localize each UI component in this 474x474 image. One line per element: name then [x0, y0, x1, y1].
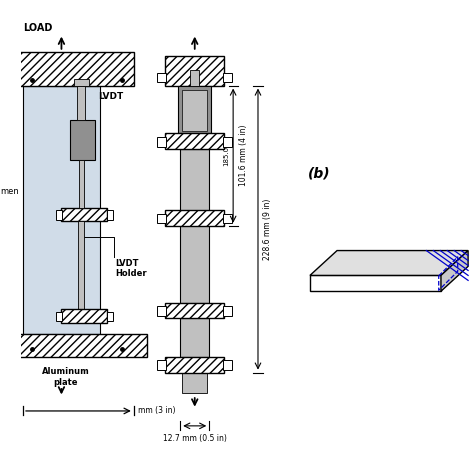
- Bar: [56, 311, 63, 321]
- Bar: [165, 210, 224, 226]
- Text: Aluminum
plate: Aluminum plate: [42, 367, 90, 387]
- Bar: [223, 213, 232, 223]
- Bar: [182, 373, 208, 393]
- Bar: [223, 360, 232, 370]
- Polygon shape: [441, 251, 468, 291]
- Bar: [74, 79, 89, 86]
- Text: (b): (b): [308, 167, 330, 181]
- Bar: [23, 86, 100, 334]
- Bar: [178, 86, 211, 133]
- Bar: [157, 213, 166, 223]
- Bar: [79, 160, 84, 208]
- Bar: [165, 302, 224, 319]
- Bar: [62, 208, 107, 221]
- Bar: [180, 149, 209, 302]
- Bar: [190, 70, 199, 86]
- Bar: [56, 210, 63, 220]
- Text: LVDT: LVDT: [99, 92, 124, 101]
- Text: 12.7 mm (0.5 in): 12.7 mm (0.5 in): [163, 434, 227, 443]
- Bar: [157, 73, 166, 82]
- Bar: [180, 319, 209, 357]
- Bar: [165, 56, 224, 86]
- Bar: [157, 360, 166, 370]
- Text: mm (3 in): mm (3 in): [138, 407, 176, 415]
- Bar: [107, 311, 113, 321]
- Polygon shape: [310, 275, 441, 291]
- Bar: [182, 90, 208, 131]
- Polygon shape: [310, 251, 468, 275]
- Bar: [78, 221, 84, 310]
- Text: 228.6 mm (9 in): 228.6 mm (9 in): [264, 199, 273, 260]
- Bar: [71, 119, 95, 160]
- Bar: [157, 306, 166, 316]
- Bar: [223, 137, 232, 146]
- Text: LVDT
Holder: LVDT Holder: [115, 259, 146, 278]
- Bar: [165, 357, 224, 373]
- Bar: [165, 133, 224, 149]
- Text: men: men: [0, 187, 18, 196]
- Bar: [7, 52, 134, 86]
- Bar: [7, 334, 147, 357]
- Bar: [62, 310, 107, 323]
- Bar: [77, 86, 85, 119]
- Text: 185.0: 185.0: [224, 146, 229, 166]
- Text: 101.6 mm (4 in): 101.6 mm (4 in): [238, 125, 247, 186]
- Bar: [157, 137, 166, 146]
- Bar: [223, 306, 232, 316]
- Bar: [223, 73, 232, 82]
- Bar: [107, 210, 113, 220]
- Text: LOAD: LOAD: [23, 23, 53, 33]
